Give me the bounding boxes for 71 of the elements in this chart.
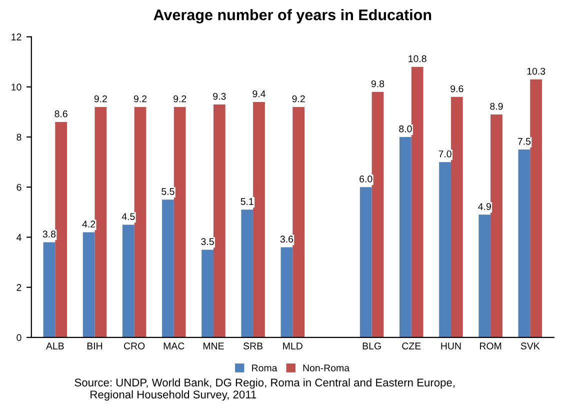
x-tick-label: MNE <box>203 342 224 350</box>
data-label: 3.6 <box>280 236 294 243</box>
bar <box>82 232 95 338</box>
x-tick-label: SRB <box>244 342 263 350</box>
x-tick-label: SVK <box>520 342 540 350</box>
x-tick-label: BLG <box>362 342 381 350</box>
data-label: 3.5 <box>201 238 214 246</box>
y-tick-label: 12 <box>12 34 22 40</box>
data-label: 10.8 <box>408 55 426 62</box>
data-label: 6.0 <box>360 176 372 182</box>
y-tick-label: 10 <box>12 84 22 91</box>
y-tick-label: 4 <box>16 234 22 241</box>
data-label: 3.8 <box>42 230 56 238</box>
data-label: 4.5 <box>122 213 135 220</box>
data-label: 9.8 <box>371 80 384 88</box>
data-label: 9.4 <box>252 90 266 98</box>
data-label: 8.0 <box>399 125 412 132</box>
data-label: 4.2 <box>82 220 96 228</box>
data-label: 4.9 <box>478 203 491 210</box>
bar <box>43 242 56 338</box>
bar <box>490 114 502 338</box>
data-label: 5.5 <box>162 188 174 195</box>
x-tick-label: ALB <box>46 342 64 350</box>
bar <box>530 79 542 338</box>
x-tick-label: ROM <box>480 342 502 350</box>
x-tick-label: CRO <box>124 342 145 350</box>
bar <box>202 250 214 338</box>
bar <box>292 106 305 338</box>
y-tick-label: 2 <box>16 284 22 291</box>
bar <box>518 150 530 338</box>
bar <box>411 66 424 338</box>
source-note: Source: UNDP, World Bank, DG Regio, Roma in Central and Eastern Europe, Regional Household Survey, 2011 <box>74 378 454 401</box>
bar <box>122 224 134 338</box>
data-label: 9.2 <box>292 95 305 102</box>
bar <box>241 210 254 338</box>
x-tick-label: HUN <box>441 342 461 350</box>
bar <box>134 106 146 338</box>
bar <box>478 214 491 338</box>
chart-title: Average number of years in Education <box>154 9 432 24</box>
bar <box>55 122 68 338</box>
y-tick-label: 8 <box>16 134 22 141</box>
data-label: 7.5 <box>518 138 531 145</box>
y-tick-label: 0 <box>16 334 22 342</box>
data-label: 9.2 <box>94 95 107 102</box>
bar <box>280 247 293 338</box>
y-tick-label: 6 <box>16 184 22 191</box>
x-tick-label: MAC <box>164 342 184 350</box>
legend-label: Non-Roma <box>303 364 350 372</box>
bar <box>439 162 451 338</box>
x-tick-label: MLD <box>283 342 302 350</box>
bar <box>174 106 186 338</box>
data-label: 9.2 <box>134 95 147 102</box>
bar <box>372 92 384 338</box>
legend-label: Roma <box>252 364 278 372</box>
data-label: 8.6 <box>54 110 68 118</box>
bar <box>400 137 412 338</box>
bar <box>162 200 174 338</box>
data-label: 9.3 <box>213 92 226 100</box>
data-label: 10.3 <box>527 68 546 75</box>
data-label: 7.0 <box>438 150 452 158</box>
bar <box>94 106 107 338</box>
x-tick-label: BIH <box>87 342 102 350</box>
data-label: 9.6 <box>450 85 464 92</box>
x-tick-label: CZE <box>402 342 421 350</box>
data-label: 8.9 <box>490 102 503 110</box>
bar <box>253 102 265 338</box>
bar <box>360 187 372 338</box>
bar <box>450 96 463 338</box>
data-label: 5.1 <box>240 198 254 205</box>
data-label: 9.2 <box>174 95 186 102</box>
bar <box>213 104 226 338</box>
